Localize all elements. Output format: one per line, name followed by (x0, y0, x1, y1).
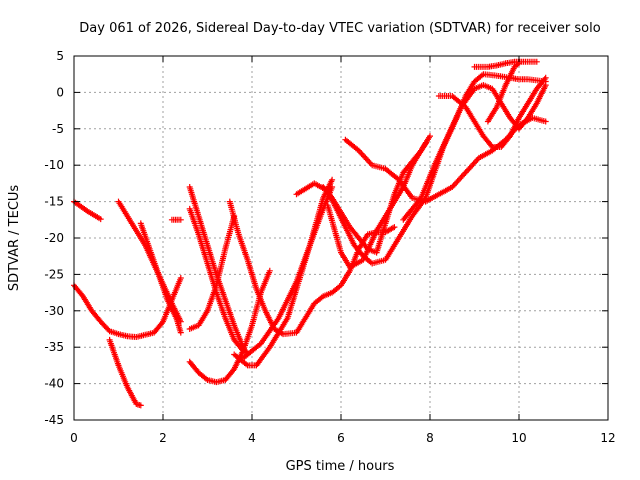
series-track-19 (435, 74, 549, 150)
series-track-21 (484, 60, 522, 125)
y-axis-label: SDTVAR / TECUs (7, 185, 22, 292)
y-tick-label: -35 (44, 340, 64, 354)
series-track-6 (168, 216, 184, 223)
marker-trace (186, 213, 238, 332)
marker-trace (324, 133, 433, 271)
y-tick-label: 5 (56, 49, 64, 63)
marker-trace (471, 58, 540, 70)
marker-trace (168, 216, 184, 223)
y-tick-label: -20 (44, 231, 64, 245)
y-tick-label: -30 (44, 304, 64, 318)
marker-trace (484, 60, 522, 125)
y-tick-label: 0 (56, 85, 64, 99)
x-tick-label: 4 (248, 431, 256, 445)
marker-trace (435, 74, 549, 150)
series-track-5 (137, 220, 184, 336)
marker-trace (106, 336, 144, 409)
x-tick-label: 6 (337, 431, 345, 445)
series-track-20 (471, 58, 540, 70)
x-axis-label: GPS time / hours (286, 459, 395, 474)
series-track-13 (240, 184, 336, 362)
x-tick-label: 12 (600, 431, 615, 445)
y-tick-label: -15 (44, 195, 64, 209)
y-tick-label: -45 (44, 413, 64, 427)
marker-trace (137, 220, 184, 336)
y-tick-label: -10 (44, 158, 64, 172)
x-tick-label: 0 (70, 431, 78, 445)
series-track-3 (106, 336, 144, 409)
x-tick-label: 10 (511, 431, 526, 445)
chart-title: Day 061 of 2026, Sidereal Day-to-day VTE… (79, 21, 600, 36)
y-tick-label: -40 (44, 377, 64, 391)
x-tick-label: 2 (159, 431, 167, 445)
series-track-11 (186, 213, 238, 332)
y-tick-label: -25 (44, 267, 64, 281)
series-track-16 (324, 133, 433, 271)
axis-ticks: 0 2 4 6 8 10 12 5 0 -5 -10 -15 -20 -25 -30 -35 -40 -45 (44, 49, 615, 445)
marker-trace (240, 184, 336, 362)
x-tick-label: 8 (426, 431, 434, 445)
y-tick-label: -5 (52, 122, 64, 136)
